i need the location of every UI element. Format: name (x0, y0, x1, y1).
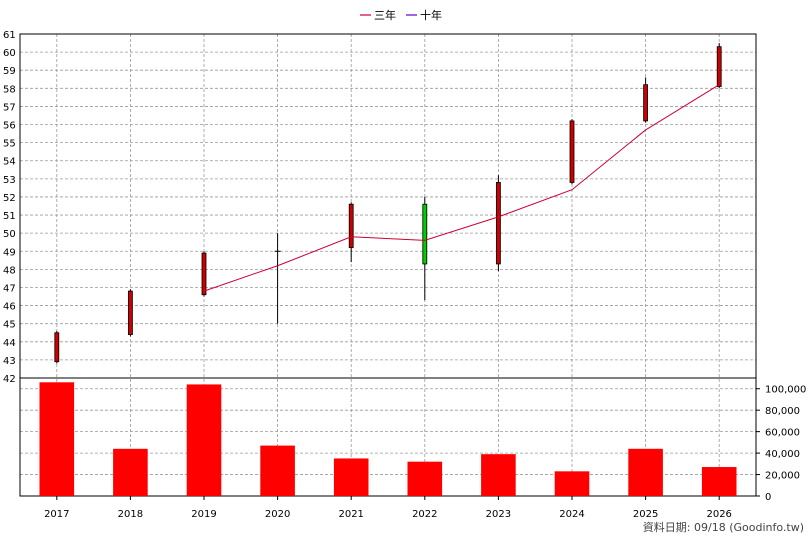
price-tick-label: 43 (3, 356, 16, 367)
price-tick-label: 49 (3, 247, 16, 258)
price-tick-label: 57 (3, 102, 16, 113)
x-tick-label: 2026 (706, 509, 731, 520)
volume-tick-label: 20,000 (765, 471, 800, 482)
source-note: 資料日期: 09/18 (Goodinfo.tw) (643, 520, 804, 534)
x-tick-label: 2025 (633, 509, 658, 520)
x-tick-label: 2021 (338, 509, 363, 520)
price-tick-label: 54 (3, 157, 16, 168)
volume-bar (260, 445, 295, 496)
volume-bar (186, 384, 222, 496)
candle-body (54, 332, 60, 363)
volume-bar (554, 471, 590, 496)
volume-bar (628, 448, 663, 496)
candle-body (201, 252, 207, 296)
volume-tick-label: 100,000 (765, 385, 806, 396)
volume-bar (113, 448, 148, 496)
price-tick-label: 47 (3, 283, 16, 294)
volume-bar (39, 382, 75, 496)
axes: 42 43 44 45 46 47 48 49 50 51 52 53 54 55 56 57 58 59 60 61… (3, 30, 806, 520)
volume-bars (39, 382, 737, 496)
candle-body (127, 290, 133, 335)
price-tick-label: 56 (3, 121, 16, 132)
volume-tick-label: 40,000 (765, 449, 800, 460)
candle-body (716, 46, 722, 87)
candle-body (643, 84, 648, 122)
price-tick-label: 42 (3, 374, 16, 385)
volume-bar (701, 467, 737, 496)
price-tick-label: 48 (3, 265, 16, 276)
x-tick-label: 2023 (486, 509, 511, 520)
price-tick-label: 45 (3, 320, 16, 331)
price-tick-label: 46 (3, 302, 16, 313)
price-tick-label: 59 (3, 66, 16, 77)
candle-body (495, 182, 501, 265)
candle-body (569, 120, 575, 183)
price-tick-label: 50 (3, 229, 16, 240)
price-tick-label: 53 (3, 175, 16, 186)
x-tick-label: 2019 (191, 509, 216, 520)
price-tick-label: 55 (3, 139, 16, 150)
x-tick-label: 2020 (265, 509, 290, 520)
legend-label-three-year: 三年 (374, 8, 396, 22)
volume-tick-label: 80,000 (765, 406, 800, 417)
x-tick-label: 2022 (412, 509, 437, 520)
candle-body (422, 203, 428, 265)
volume-tick-label: 0 (765, 492, 771, 503)
three-year-average-line (203, 84, 720, 292)
legend: 三年 十年 (360, 8, 442, 22)
price-tick-label: 58 (3, 84, 16, 95)
volume-panel-frame (19, 377, 757, 497)
legend-label-ten-year: 十年 (420, 8, 442, 22)
three-year-line-path (203, 84, 720, 292)
price-tick-label: 61 (3, 30, 16, 41)
volume-bar (333, 458, 369, 496)
volume-tick-label: 60,000 (765, 428, 800, 439)
price-tick-label: 51 (3, 211, 16, 222)
x-tick-label: 2017 (44, 509, 69, 520)
candle-body (348, 203, 354, 249)
price-tick-label: 44 (3, 338, 16, 349)
price-tick-label: 60 (3, 48, 16, 59)
x-tick-label: 2024 (559, 509, 584, 520)
price-candles (54, 43, 722, 364)
x-tick-label: 2018 (118, 509, 143, 520)
volume-bar (481, 454, 516, 496)
price-tick-label: 52 (3, 193, 16, 204)
volume-bar (407, 461, 443, 496)
